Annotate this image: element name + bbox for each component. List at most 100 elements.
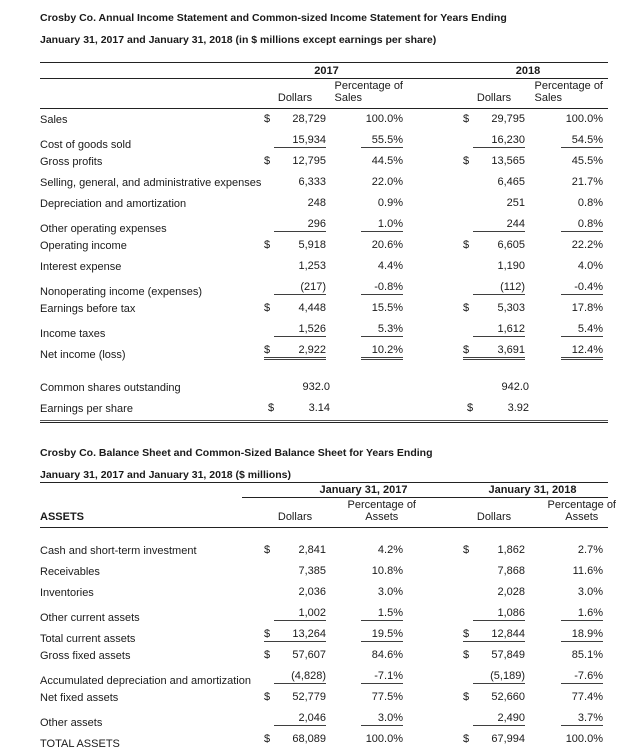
pct-2018-cell: 5.4% [525, 323, 603, 337]
dollars-2017-cell: 15,934 [250, 134, 326, 148]
table-row: Other assets 2,046 3.0% 2,490 3.7% [40, 708, 608, 729]
cell-value: 22.2% [571, 239, 603, 251]
cell-value: 6,465 [497, 176, 525, 188]
dollar-sign: $ [268, 402, 275, 414]
row-label: Accumulated depreciation and amortizatio… [40, 674, 251, 687]
balance-sheet-section: Crosby Co. Balance Sheet and Common-Size… [40, 447, 616, 750]
pct-2017-cell: 1.5% [326, 607, 403, 621]
dollar-sign: $ [463, 302, 470, 314]
dollar-sign: $ [264, 113, 271, 125]
table-row: Common shares outstanding 932.0 942.0 [40, 377, 608, 398]
balance-sheet-title-line2: January 31, 2017 and January 31, 2018 ($… [40, 469, 291, 481]
cell-value: 12,844 [491, 627, 525, 640]
dollar-sign: $ [463, 113, 470, 125]
dollar-sign: $ [264, 733, 271, 745]
cell-value: 100.0% [565, 113, 603, 125]
dollars-2018-cell: 7,868 [403, 565, 525, 578]
cell-value: 67,994 [491, 733, 525, 745]
cell-value: 18.9% [571, 627, 603, 640]
cell-value: 100.0% [365, 113, 403, 125]
pct-2018-cell: 11.6% [525, 565, 603, 578]
cell-value: 13,565 [491, 155, 525, 167]
cell-value: 1,190 [497, 260, 525, 272]
dollars-2018-cell: (5,189) [403, 670, 525, 684]
year-group-2017: 2017 [314, 65, 339, 77]
dollar-sign: $ [463, 544, 470, 556]
dollar-sign: $ [264, 627, 271, 640]
row-label: Net income (loss) [40, 348, 126, 361]
cell-value: 0.9% [377, 197, 403, 209]
dollars-2018-cell: $12,844 [403, 628, 525, 642]
row-label: Earnings before tax [40, 302, 136, 315]
dollar-sign: $ [264, 544, 271, 556]
dollars-2017-cell: $28,729 [250, 113, 326, 126]
pct-2017-cell: 100.0% [326, 733, 403, 746]
row-label: Common shares outstanding [40, 381, 181, 394]
cell-value: 932.0 [302, 381, 330, 393]
table-row: Cost of goods sold 15,934 55.5% 16,230 54.5% [40, 130, 608, 151]
pct-2017-cell: 22.0% [326, 176, 403, 189]
row-label: Income taxes [40, 327, 106, 340]
cell-value: 100.0% [565, 733, 603, 745]
cell-value: 22.0% [371, 176, 403, 188]
dollar-sign: $ [264, 302, 271, 314]
dollars-2018-cell: $3,691 [403, 344, 525, 360]
table-row: Depreciation and amortization 248 0.9% 251 0… [40, 193, 608, 214]
table-row: Other current assets 1,002 1.5% 1,086 1.6% [40, 603, 608, 624]
dollars-2017-cell: 1,253 [250, 260, 326, 273]
cell-value: 4.4% [377, 260, 403, 272]
cell-value: 17.8% [571, 302, 603, 314]
cell-value: 44.5% [371, 155, 403, 167]
cell-value: 942.0 [501, 381, 529, 393]
cell-value: 6,333 [298, 176, 326, 188]
pct-2017-cell: -0.8% [326, 281, 403, 295]
table-row: Accumulated depreciation and amortizatio… [40, 666, 608, 687]
dollars-2018-cell: 942.0 [403, 381, 529, 394]
row-label: Earnings per share [40, 402, 133, 415]
cell-value: 28,729 [292, 113, 326, 125]
cell-value: 7,868 [497, 565, 525, 577]
dollars-2018-cell: 16,230 [403, 134, 525, 148]
table-row: Gross fixed assets $57,607 84.6% $57,849 85.… [40, 645, 608, 666]
cell-value: 7,385 [298, 565, 326, 577]
dollar-sign: $ [467, 402, 474, 414]
cell-value: 248 [307, 197, 326, 209]
pct-2018-cell: 100.0% [525, 733, 603, 746]
pct-2018-cell: 17.8% [525, 302, 603, 315]
pct-assets-2017-header: Percentage of Assets [347, 499, 417, 523]
income-statement-column-headers: Dollars Percentage of Sales Dollars Perce… [40, 79, 608, 109]
cell-value: 77.4% [571, 691, 603, 703]
cell-value: 2,922 [298, 343, 326, 356]
dollars-2018-cell: $57,849 [403, 649, 525, 662]
row-label: Sales [40, 113, 68, 126]
cell-value: 3.14 [308, 402, 330, 414]
table-row: Net income (loss) $2,922 10.2% $3,691 12.4% [40, 340, 608, 361]
pct-2017-cell: 5.3% [326, 323, 403, 337]
dollars-2017-cell: $12,795 [250, 155, 326, 168]
cell-value: 3.0% [377, 711, 403, 724]
dollar-sign: $ [264, 691, 271, 703]
dollar-sign: $ [463, 155, 470, 167]
pct-2018-cell: 0.8% [525, 197, 603, 210]
row-label: Selling, general, and administrative exp… [40, 176, 262, 189]
income-statement-section: Crosby Co. Annual Income Statement and C… [40, 12, 608, 423]
cell-value: 15,934 [292, 133, 326, 146]
balance-sheet-title-line1: Crosby Co. Balance Sheet and Common-Size… [40, 447, 433, 459]
income-statement-body: Sales $28,729 100.0% $29,795 100.0% Cost of g… [40, 109, 608, 419]
row-label: Interest expense [40, 260, 122, 273]
pct-2017-cell: 19.5% [326, 628, 403, 642]
income-statement-year-header-row: 2017 2018 [40, 62, 608, 79]
dollar-sign: $ [264, 649, 271, 661]
row-label: TOTAL ASSETS [40, 737, 120, 750]
dollars-2018-cell: 6,465 [403, 176, 525, 189]
dollars-2017-cell: 1,002 [250, 607, 326, 621]
year-group-2018: 2018 [515, 65, 541, 77]
dollars-2017-cell: 932.0 [250, 381, 330, 394]
pct-2018-cell: 18.9% [525, 628, 603, 642]
cell-value: 296 [307, 217, 326, 230]
cell-value: 1,253 [298, 260, 326, 272]
pct-2018-cell: 3.7% [525, 712, 603, 726]
pct-sales-2018-header: Percentage of Sales [534, 80, 604, 104]
table-row: Net fixed assets $52,779 77.5% $52,660 77.4% [40, 687, 608, 708]
cell-value: 1,086 [497, 606, 525, 619]
